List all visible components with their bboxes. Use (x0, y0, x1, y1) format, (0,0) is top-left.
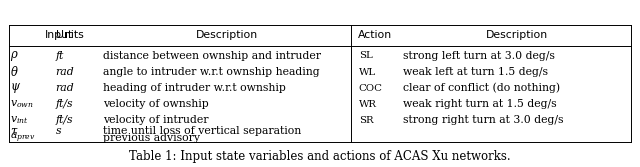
Text: clear of conflict (do nothing): clear of conflict (do nothing) (403, 83, 560, 93)
Text: Input: Input (45, 30, 74, 40)
Text: time until loss of vertical separation: time until loss of vertical separation (103, 126, 301, 136)
Text: s: s (56, 126, 61, 136)
Text: SL: SL (359, 51, 372, 60)
Text: $\theta$: $\theta$ (10, 65, 19, 79)
Text: WL: WL (359, 67, 376, 76)
Text: $a_{prev}$: $a_{prev}$ (10, 131, 36, 145)
Text: WR: WR (359, 100, 377, 109)
Text: $v_{own}$: $v_{own}$ (10, 98, 34, 110)
Text: Units: Units (56, 30, 83, 40)
Text: distance between ownship and intruder: distance between ownship and intruder (103, 51, 321, 61)
Text: ft/s: ft/s (56, 99, 73, 109)
Text: $\tau$: $\tau$ (10, 125, 19, 138)
Text: angle to intruder w.r.t ownship heading: angle to intruder w.r.t ownship heading (103, 67, 320, 77)
Text: weak right turn at 1.5 deg/s: weak right turn at 1.5 deg/s (403, 99, 556, 109)
Text: strong right turn at 3.0 deg/s: strong right turn at 3.0 deg/s (403, 115, 563, 125)
Text: COC: COC (359, 84, 383, 93)
Text: Description: Description (196, 30, 258, 40)
Text: Description: Description (486, 30, 548, 40)
Text: strong left turn at 3.0 deg/s: strong left turn at 3.0 deg/s (403, 51, 555, 61)
Text: Action: Action (358, 30, 392, 40)
Text: ft: ft (56, 51, 64, 61)
Text: $\rho$: $\rho$ (10, 49, 19, 63)
Text: rad: rad (56, 83, 74, 93)
Text: velocity of intruder: velocity of intruder (103, 115, 209, 125)
Text: velocity of ownship: velocity of ownship (103, 99, 209, 109)
Text: ft/s: ft/s (56, 115, 73, 125)
Text: heading of intruder w.r.t ownship: heading of intruder w.r.t ownship (103, 83, 286, 93)
Text: SR: SR (359, 116, 374, 125)
Text: previous advisory: previous advisory (103, 133, 200, 143)
Text: weak left at turn 1.5 deg/s: weak left at turn 1.5 deg/s (403, 67, 548, 77)
Text: Table 1: Input state variables and actions of ACAS Xu networks.: Table 1: Input state variables and actio… (129, 150, 511, 163)
Text: $\psi$: $\psi$ (10, 81, 21, 95)
Text: rad: rad (56, 67, 74, 77)
Text: $v_{int}$: $v_{int}$ (10, 114, 29, 126)
